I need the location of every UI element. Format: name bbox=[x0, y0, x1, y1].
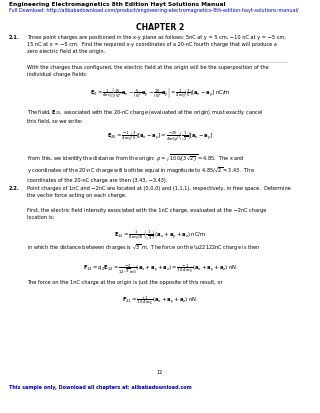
Text: $\mathbf{F}_{12} = q_2\mathbf{E}_{12} = \frac{-2}{12\sqrt{3}\,\pi\epsilon_0}(\ma: $\mathbf{F}_{12} = q_2\mathbf{E}_{12} = … bbox=[83, 261, 237, 275]
Text: Three point charges are positioned in the x-y plane as follows: 5nC at y = 5 cm,: Three point charges are positioned in th… bbox=[27, 35, 286, 54]
Text: First, the electric field intensity associated with the 1nC charge, evaluated at: First, the electric field intensity asso… bbox=[27, 207, 266, 219]
Text: 2.1.: 2.1. bbox=[9, 35, 20, 40]
Text: $\mathbf{E}_{12} = \frac{1}{4\pi\epsilon_0(3)}\left(\frac{1}{\sqrt{3}}\right)(\m: $\mathbf{E}_{12} = \frac{1}{4\pi\epsilon… bbox=[114, 228, 206, 241]
Text: This sample only, Download all chapters at: alibabadownload.com: This sample only, Download all chapters … bbox=[9, 384, 192, 389]
Text: With the charges thus configured, the electric field at the origin will be the s: With the charges thus configured, the el… bbox=[27, 65, 269, 77]
Text: in which the distance between charges is $\sqrt{3}$ m.  The force on the \u22122: in which the distance between charges is… bbox=[27, 243, 260, 253]
Text: Engineering Electromagnetics 8th Edition Hayt Solutions Manual: Engineering Electromagnetics 8th Edition… bbox=[9, 2, 226, 7]
Text: The force on the 1nC charge at the origin is just the opposite of this result, o: The force on the 1nC charge at the origi… bbox=[27, 279, 223, 284]
Text: The field, $\mathbf{E}_{20}$, associated with the 20-nC charge (evaluated at the: The field, $\mathbf{E}_{20}$, associated… bbox=[27, 108, 263, 124]
Text: From this, we identify the distance from the origin: $\rho = \sqrt{100/(3\sqrt{2: From this, we identify the distance from… bbox=[27, 153, 255, 183]
Text: 2.2.: 2.2. bbox=[9, 185, 20, 190]
Text: $\mathbf{E}_{20} = \frac{-1}{4\pi\epsilon_0}\!\left(\frac{3}{5}\right)\![\mathbf: $\mathbf{E}_{20} = \frac{-1}{4\pi\epsilo… bbox=[107, 130, 213, 144]
Text: 12: 12 bbox=[157, 369, 163, 374]
Text: CHAPTER 2: CHAPTER 2 bbox=[136, 23, 184, 32]
Text: $\mathbf{F}_{21} = \frac{+1}{10.4\,\pi\epsilon_0}(\mathbf{a}_x + \mathbf{a}_y + : $\mathbf{F}_{21} = \frac{+1}{10.4\,\pi\e… bbox=[123, 294, 197, 306]
Text: $\mathbf{E}_0 = \frac{1}{4\pi\epsilon_0}\left[\frac{15}{(5)^2}\mathbf{a}_x - \fr: $\mathbf{E}_0 = \frac{1}{4\pi\epsilon_0}… bbox=[90, 87, 230, 100]
Text: Full Download: http://alibabadownload.com/product/engineering-electromagnetics-8: Full Download: http://alibabadownload.co… bbox=[9, 8, 299, 13]
Text: Point charges of 1nC and −2nC are located at (0,0,0) and (1,1,1), respectively, : Point charges of 1nC and −2nC are locate… bbox=[27, 185, 291, 197]
